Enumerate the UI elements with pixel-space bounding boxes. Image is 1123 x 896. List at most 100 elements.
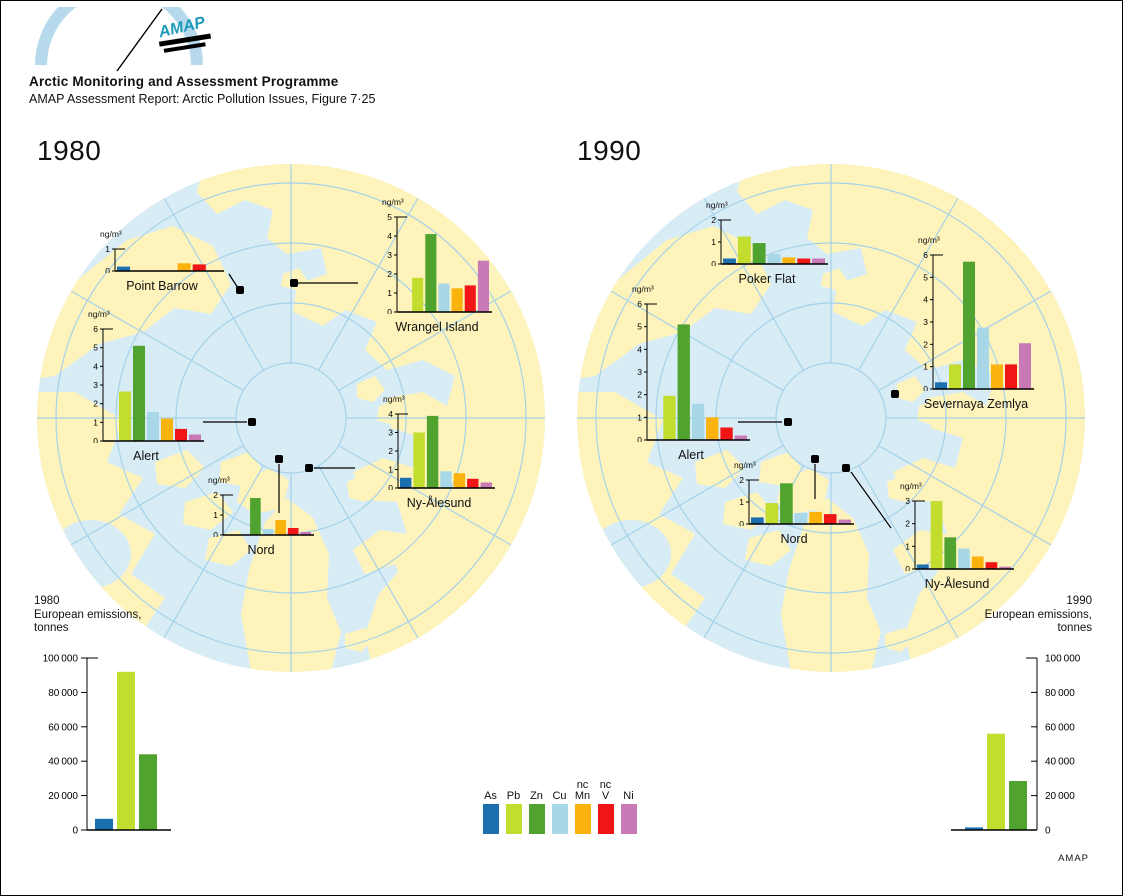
- bar-As: [95, 818, 113, 830]
- legend-label: Zn: [530, 790, 543, 802]
- svg-text:3: 3: [388, 428, 393, 438]
- bar-plot: 01: [105, 244, 224, 276]
- bar-Cu: [438, 283, 450, 312]
- svg-text:6: 6: [93, 324, 98, 334]
- svg-text:2: 2: [93, 399, 98, 409]
- svg-text:4: 4: [388, 409, 393, 419]
- bar-Pb: [949, 364, 961, 389]
- bar-V: [985, 562, 998, 569]
- svg-text:1: 1: [923, 362, 928, 372]
- legend-label: Ni: [623, 790, 634, 802]
- station-label: Alert: [678, 448, 704, 462]
- bar-V: [797, 258, 811, 264]
- bar-As: [965, 827, 983, 830]
- svg-text:3: 3: [387, 250, 392, 260]
- bar-plot: 0 1 2 3 4: [388, 409, 495, 493]
- svg-text:4: 4: [923, 295, 928, 305]
- svg-text:0: 0: [923, 384, 928, 391]
- bar-plot: 0 1 2 3 4 5 6: [637, 299, 750, 445]
- bar-plot: 0 1 2: [711, 215, 828, 269]
- svg-text:2: 2: [923, 339, 928, 349]
- y-axis-unit: ng/m³: [918, 235, 940, 245]
- bar-V: [823, 514, 837, 524]
- bar-Cu: [147, 412, 159, 441]
- svg-text:0: 0: [905, 564, 910, 571]
- bar-As: [935, 382, 947, 389]
- bar-Pb: [930, 501, 943, 569]
- station-label: Point Barrow: [126, 279, 198, 293]
- legend-swatch: [505, 804, 522, 834]
- station-label: Severnaya Zemlya: [923, 397, 1029, 411]
- bar-plot: 0 1 2 3: [905, 496, 1014, 574]
- y-axis-unit: ng/m³: [208, 475, 230, 485]
- svg-text:6: 6: [923, 250, 928, 260]
- bar-V: [464, 285, 476, 312]
- bar-plot: 0 1 2: [739, 475, 854, 529]
- bar-As: [751, 517, 764, 524]
- legend-label: nc Mn: [574, 779, 591, 802]
- bar-V: [720, 427, 733, 440]
- station-label: Wrangel Island: [395, 320, 479, 334]
- svg-text:0: 0: [739, 519, 744, 526]
- bar-V: [192, 264, 206, 271]
- year-label-1990: 1990: [577, 135, 642, 166]
- station-label: Ny-Ålesund: [924, 577, 990, 591]
- bar-Ni: [838, 519, 851, 524]
- bar-Cu: [691, 403, 705, 440]
- svg-text:2: 2: [213, 490, 218, 500]
- bar-Pb: [737, 236, 751, 264]
- legend-label: nc V: [599, 779, 612, 802]
- bar-Zn: [139, 754, 157, 830]
- svg-text:0: 0: [711, 259, 716, 266]
- legend-item-Zn: Zn: [525, 778, 548, 834]
- svg-text:1: 1: [711, 237, 716, 247]
- amap-logo: AMAP: [29, 1, 239, 78]
- svg-text:3: 3: [93, 380, 98, 390]
- bar-Mn: [453, 473, 466, 488]
- bar-Pb: [117, 671, 135, 830]
- bar-As: [400, 477, 412, 488]
- svg-text:3: 3: [637, 367, 642, 377]
- emissions-title-1980: 1980 European emissions, tonnes: [34, 595, 142, 634]
- bar-Zn: [425, 234, 437, 312]
- bar-Cu: [977, 327, 989, 389]
- chart-wrangel-island-1980: ng/m³ 0 1 2 3 4 5 Wrangel Island: [381, 197, 493, 334]
- svg-text:0: 0: [1045, 826, 1051, 835]
- bar-Pb: [119, 391, 131, 441]
- legend-item-Pb: Pb: [502, 778, 525, 834]
- bar-Ni: [300, 532, 311, 535]
- bar-Zn: [250, 498, 261, 535]
- svg-text:0: 0: [72, 826, 78, 835]
- y-axis-unit: ng/m³: [382, 197, 404, 207]
- svg-text:2: 2: [388, 446, 393, 456]
- bar-Cu: [958, 548, 970, 569]
- station-label: Alert: [133, 449, 159, 463]
- legend-swatch: [574, 804, 591, 834]
- chart-nord-1980: ng/m³ 0 1 2 Nord: [207, 475, 315, 557]
- bar-V: [287, 528, 299, 535]
- bar-V: [1005, 364, 1017, 389]
- bar-Mn: [177, 263, 191, 271]
- bar-As: [917, 564, 929, 569]
- svg-text:4: 4: [637, 344, 642, 354]
- svg-text:0: 0: [637, 435, 642, 442]
- bar-Ni: [734, 435, 747, 440]
- bar-plot: 0 1 2 3 4 5 6: [923, 250, 1034, 394]
- bar-V: [467, 478, 479, 489]
- svg-text:4: 4: [93, 361, 98, 371]
- emissions-title-1990: 1990 European emissions, tonnes: [984, 595, 1092, 634]
- bar-Pb: [413, 432, 425, 488]
- svg-text:1: 1: [388, 465, 393, 475]
- svg-text:1: 1: [739, 497, 744, 507]
- chart-ny-alesund-1990: ng/m³ 0 1 2 3 Ny-Ålesund: [899, 481, 1015, 591]
- svg-text:3: 3: [923, 317, 928, 327]
- bar-Pb: [663, 395, 676, 440]
- y-axis-unit: ng/m³: [88, 309, 110, 319]
- bar-Pb: [987, 733, 1005, 830]
- bar-plot: 0 1 2 3 4 5: [387, 212, 492, 317]
- bar-plot: 0 1 2 3 4 5 6: [93, 324, 204, 446]
- svg-text:1: 1: [637, 412, 642, 422]
- bar-Zn: [426, 415, 439, 488]
- bar-Mn: [161, 418, 173, 441]
- bar-Cu: [794, 513, 808, 524]
